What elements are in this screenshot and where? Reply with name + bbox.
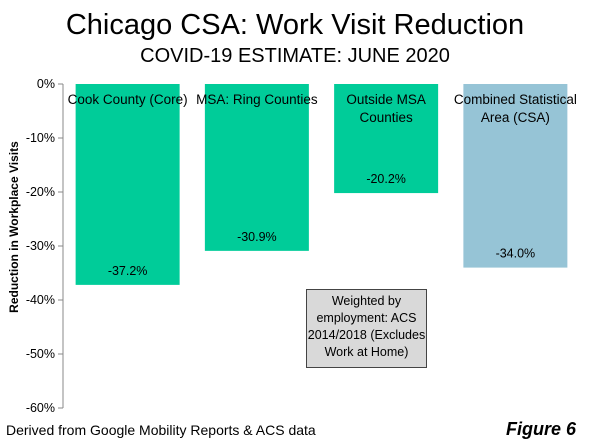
figure-label: Figure 6: [505, 419, 576, 439]
category-label: Area (CSA): [481, 110, 550, 125]
category-label: Combined Statistical: [454, 92, 577, 107]
bar-value-label: -34.0%: [496, 247, 536, 261]
bar-value-label: -37.2%: [108, 264, 148, 278]
y-tick-label: -60%: [26, 401, 55, 415]
y-tick-label: -10%: [26, 131, 55, 145]
bar-value-label: -20.2%: [366, 172, 406, 186]
bar-value-label: -30.9%: [237, 230, 277, 244]
chart-title: Chicago CSA: Work Visit Reduction: [65, 9, 525, 41]
y-tick-label: -40%: [26, 293, 55, 307]
note-line: 2014/2018 (Excludes: [307, 328, 426, 342]
category-label: MSA: Ring Counties: [196, 92, 318, 107]
y-tick-label: -50%: [26, 347, 55, 361]
y-tick-label: -30%: [26, 239, 55, 253]
bar: [334, 84, 439, 194]
bar: [204, 84, 309, 251]
category-label: Cook County (Core): [68, 92, 188, 107]
source-note: Derived from Google Mobility Reports & A…: [6, 422, 316, 438]
y-tick-label: 0%: [37, 77, 55, 91]
note-line: Work at Home): [324, 345, 409, 359]
note-line: Weighted by: [331, 294, 402, 308]
bar: [75, 84, 180, 285]
chart-subtitle: COVID-19 ESTIMATE: JUNE 2020: [140, 45, 450, 67]
category-label: Counties: [359, 110, 413, 125]
category-label: Outside MSA: [346, 92, 426, 107]
weighting-note: Weighted by employment: ACS 2014/2018 (E…: [306, 289, 427, 368]
y-tick-label: -20%: [26, 185, 55, 199]
note-line: employment: ACS: [316, 311, 417, 325]
bar: [463, 84, 568, 268]
